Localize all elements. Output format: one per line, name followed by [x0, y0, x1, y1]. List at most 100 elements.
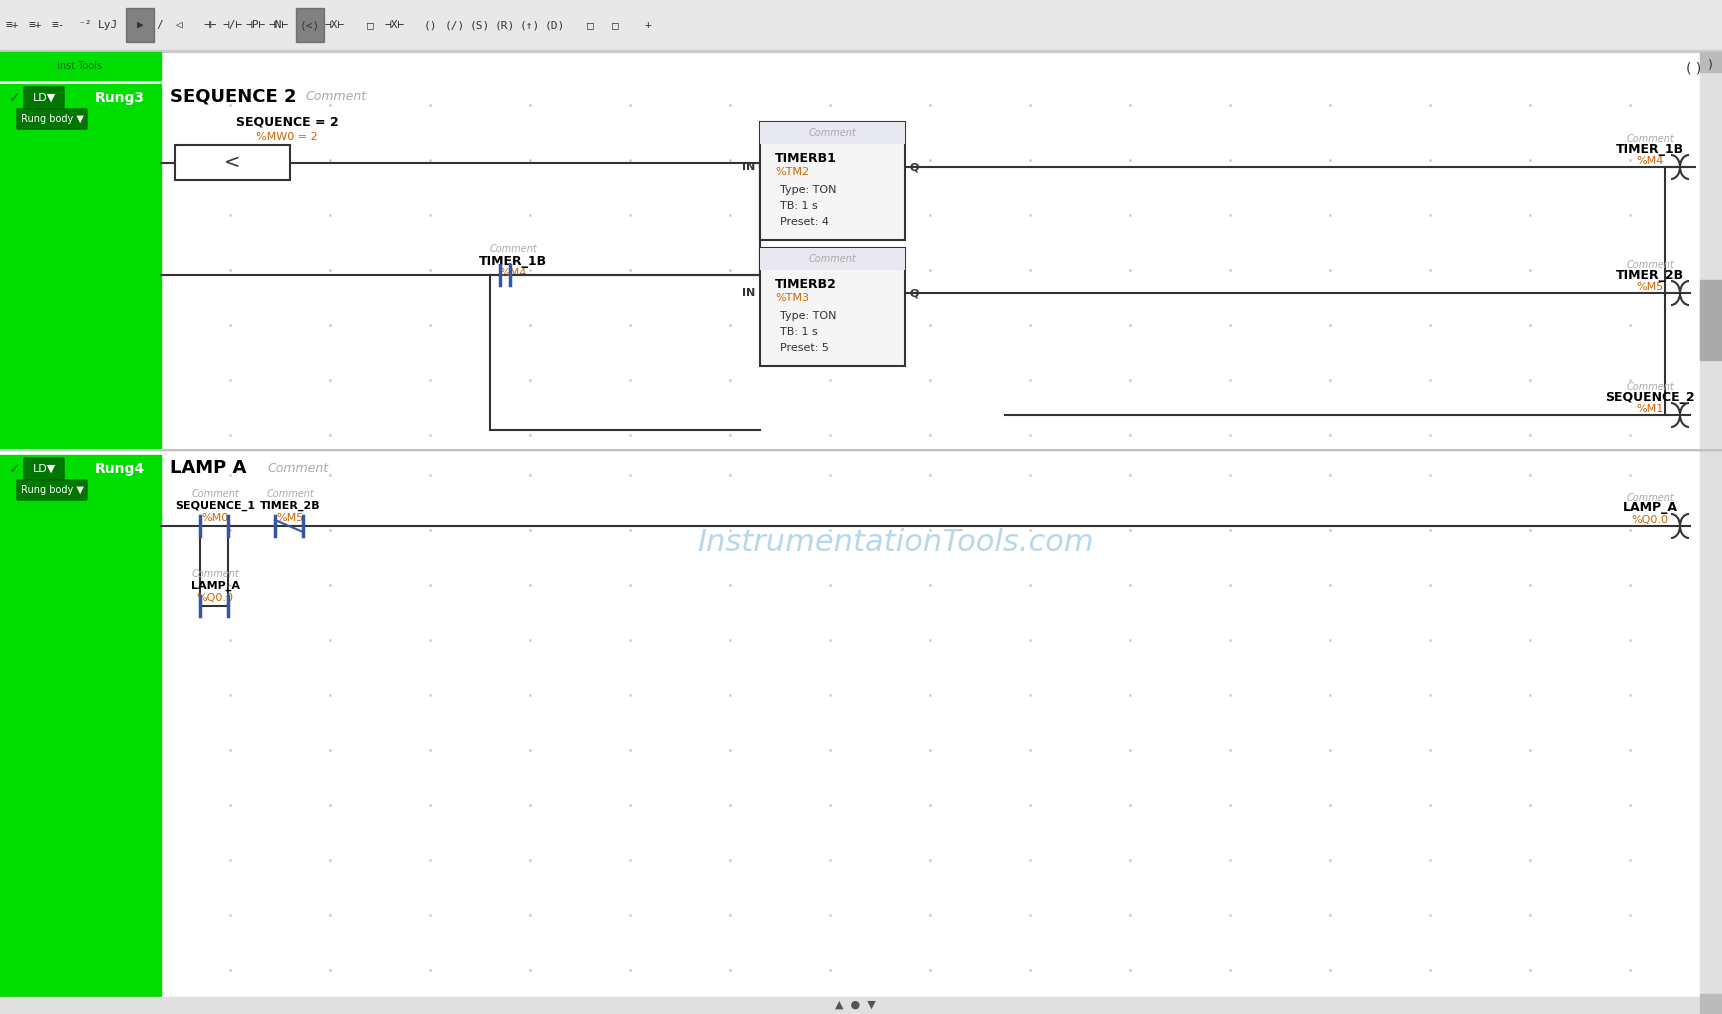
Text: ≡+: ≡+: [28, 20, 41, 30]
FancyBboxPatch shape: [17, 480, 88, 500]
Text: ⊣N⊢: ⊣N⊢: [269, 20, 289, 30]
Text: Rung4: Rung4: [95, 462, 145, 476]
Bar: [176, 145, 289, 180]
Text: ⊣⊢: ⊣⊢: [203, 20, 217, 30]
Text: <: <: [224, 153, 241, 172]
Text: Comment: Comment: [1626, 493, 1674, 503]
Text: LAMP A: LAMP A: [170, 459, 246, 477]
Text: Comment: Comment: [305, 90, 367, 103]
Text: TB: 1 s: TB: 1 s: [780, 201, 818, 211]
Text: SEQUENCE_1: SEQUENCE_1: [176, 501, 255, 511]
Bar: [126, 8, 153, 42]
Text: Comment: Comment: [1626, 134, 1674, 144]
Text: TIMERB1: TIMERB1: [775, 151, 837, 164]
Text: %TM2: %TM2: [775, 167, 809, 177]
Bar: [759, 122, 906, 240]
Text: SEQUENCE 2: SEQUENCE 2: [170, 88, 296, 106]
Text: %M1: %M1: [1636, 404, 1663, 414]
Text: %M4: %M4: [499, 268, 527, 278]
Bar: [759, 248, 906, 366]
Text: ⊣/⊢: ⊣/⊢: [222, 20, 243, 30]
Text: ⊣X⊢: ⊣X⊢: [325, 20, 344, 30]
Text: ( ): ( ): [1686, 61, 1701, 75]
Text: /: /: [157, 20, 164, 30]
Text: ◁: ◁: [174, 20, 181, 30]
Text: (): (): [424, 20, 437, 30]
Text: IN: IN: [742, 162, 754, 172]
Text: Type: TON: Type: TON: [780, 311, 837, 321]
Text: ⊣X⊢: ⊣X⊢: [386, 20, 405, 30]
Text: □: □: [367, 20, 374, 30]
Text: ≡+: ≡+: [5, 20, 19, 30]
Bar: [0, 84, 160, 450]
Text: ▶: ▶: [136, 20, 143, 30]
Text: +: +: [644, 20, 651, 30]
Bar: [296, 8, 324, 42]
Text: Comment: Comment: [809, 254, 856, 264]
Bar: [1700, 52, 1722, 72]
Text: LyJ: LyJ: [98, 20, 119, 30]
Text: Comment: Comment: [191, 569, 239, 579]
Text: LD▼: LD▼: [33, 93, 55, 103]
Text: IN: IN: [742, 288, 754, 298]
Text: Rung3: Rung3: [95, 91, 145, 105]
FancyBboxPatch shape: [17, 108, 88, 129]
Text: Comment: Comment: [267, 489, 313, 499]
Bar: [1700, 280, 1722, 360]
Text: (R): (R): [494, 20, 515, 30]
Text: TIMER_1B: TIMER_1B: [479, 255, 548, 268]
Text: TB: 1 s: TB: 1 s: [780, 327, 818, 337]
Text: ⁻²: ⁻²: [77, 20, 91, 30]
Text: %M5: %M5: [276, 513, 303, 523]
Text: Comment: Comment: [489, 244, 537, 254]
Text: (S): (S): [470, 20, 491, 30]
Text: SEQUENCE = 2: SEQUENCE = 2: [236, 116, 339, 129]
Text: InstrumentationTools.com: InstrumentationTools.com: [697, 528, 1093, 557]
FancyBboxPatch shape: [24, 458, 64, 480]
Bar: [1700, 52, 1722, 1014]
Text: %M4: %M4: [1636, 156, 1663, 166]
Bar: [160, 52, 1700, 997]
Text: LAMP_A: LAMP_A: [1622, 502, 1677, 514]
Text: Comment: Comment: [809, 128, 856, 138]
Text: TIMER_2B: TIMER_2B: [260, 501, 320, 511]
Text: Inst Tools: Inst Tools: [57, 61, 103, 71]
Text: ✓: ✓: [9, 462, 21, 476]
Text: (↑): (↑): [520, 20, 541, 30]
Text: %TM3: %TM3: [775, 293, 809, 303]
Text: Q: Q: [909, 288, 920, 298]
Bar: [1700, 994, 1722, 1014]
Text: %M0: %M0: [201, 513, 229, 523]
Text: (/): (/): [444, 20, 465, 30]
Text: Rung body ▼: Rung body ▼: [21, 485, 83, 495]
Text: ⊣P⊢: ⊣P⊢: [246, 20, 267, 30]
Text: Comment: Comment: [1626, 260, 1674, 270]
Text: TIMER_1B: TIMER_1B: [1615, 143, 1684, 155]
Text: %Q0.0: %Q0.0: [1631, 515, 1669, 525]
Bar: [0, 0, 1722, 50]
Text: %Q0.0: %Q0.0: [196, 593, 234, 603]
Text: %MW0 = 2: %MW0 = 2: [257, 132, 319, 142]
Text: Q: Q: [909, 162, 920, 172]
Text: ⟨<⟩: ⟨<⟩: [300, 20, 320, 30]
Text: (D): (D): [544, 20, 565, 30]
Bar: [0, 997, 1722, 1014]
Text: Preset: 5: Preset: 5: [780, 343, 828, 353]
Bar: [0, 52, 160, 80]
Text: Comment: Comment: [1626, 382, 1674, 392]
Text: Comment: Comment: [191, 489, 239, 499]
Text: TIMERB2: TIMERB2: [775, 278, 837, 290]
Text: ✓: ✓: [9, 91, 21, 105]
FancyBboxPatch shape: [24, 87, 64, 108]
Bar: [0, 50, 1722, 52]
Text: □: □: [611, 20, 618, 30]
Text: Type: TON: Type: TON: [780, 185, 837, 195]
Bar: [759, 248, 906, 270]
Text: TIMER_2B: TIMER_2B: [1615, 269, 1684, 282]
Text: LAMP_A: LAMP_A: [191, 581, 239, 591]
Text: LD▼: LD▼: [33, 464, 55, 474]
Text: Rung body ▼: Rung body ▼: [21, 114, 83, 124]
Text: ≡-: ≡-: [52, 20, 65, 30]
Bar: [0, 455, 160, 1000]
Text: □: □: [587, 20, 594, 30]
